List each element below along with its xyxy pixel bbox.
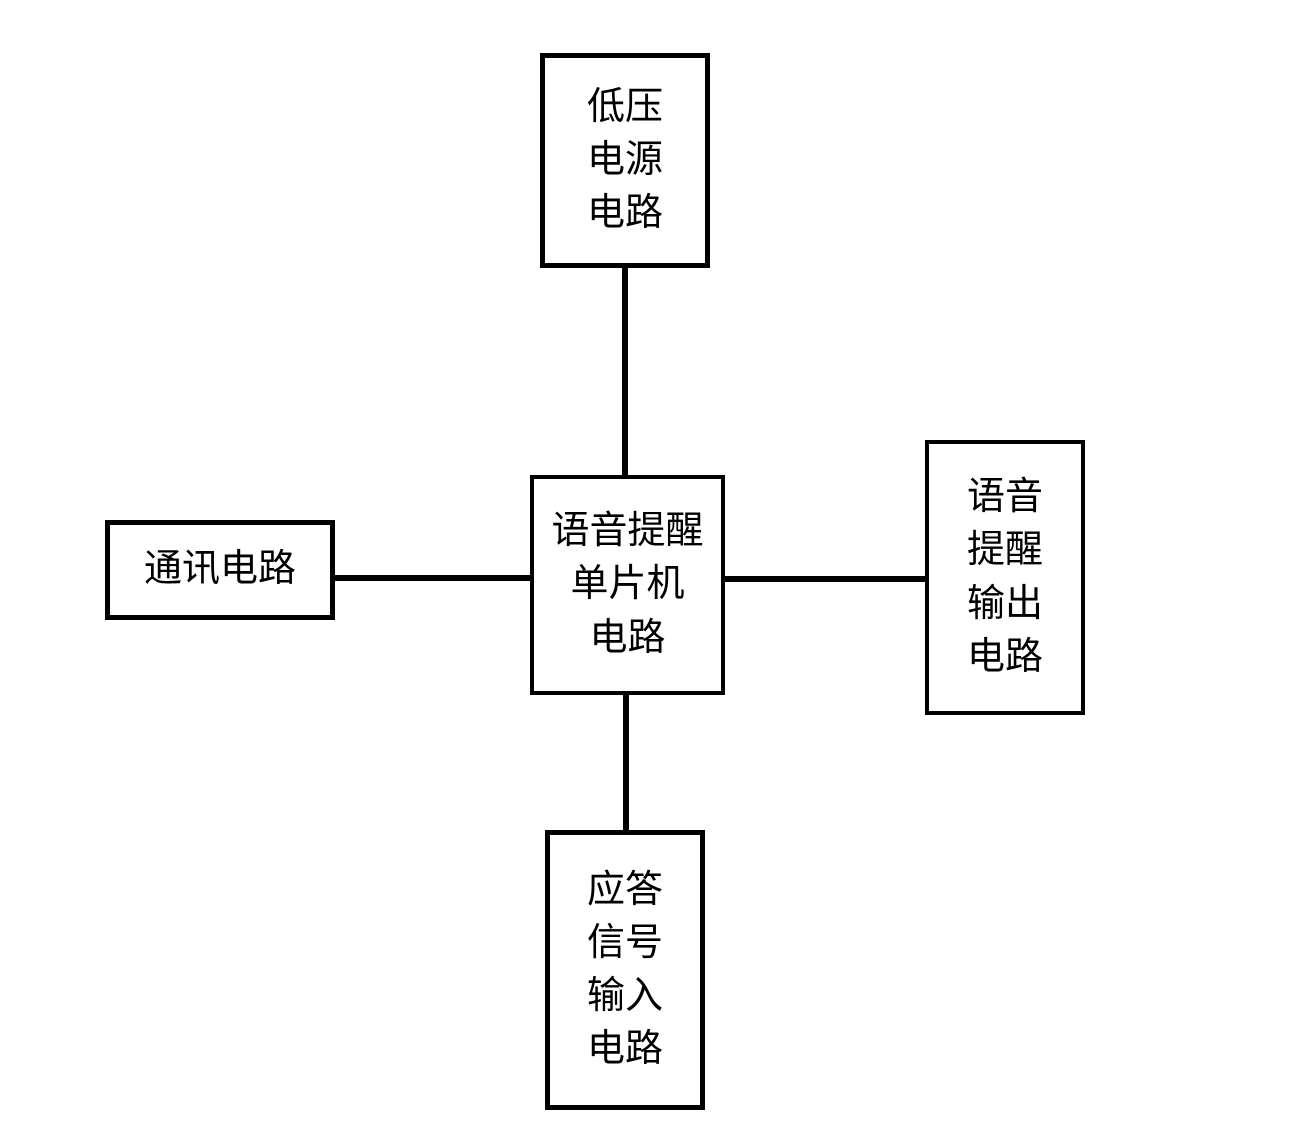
node-center: 语音提醒 单片机 电路: [530, 475, 725, 695]
node-right-line2: 提醒: [967, 524, 1043, 577]
node-right-line3: 输出: [967, 578, 1043, 631]
edge-center-right: [725, 576, 925, 582]
node-center-line1: 语音提醒: [551, 505, 703, 558]
node-left: 通讯电路: [105, 520, 335, 620]
node-top-line1: 低压: [587, 81, 663, 134]
node-top-line3: 电路: [587, 187, 663, 240]
node-center-line2: 单片机: [570, 558, 684, 611]
edge-top-center: [622, 268, 628, 475]
node-bottom-line2: 信号: [587, 917, 663, 970]
node-bottom: 应答 信号 输入 电路: [545, 830, 705, 1110]
node-bottom-line4: 电路: [587, 1023, 663, 1076]
node-center-line3: 电路: [589, 612, 665, 665]
node-right-line1: 语音: [967, 471, 1043, 524]
node-top-line2: 电源: [587, 134, 663, 187]
node-left-line1: 通讯电路: [144, 543, 296, 596]
node-top: 低压 电源 电路: [540, 53, 710, 268]
node-right-line4: 电路: [967, 631, 1043, 684]
edge-left-center: [335, 575, 530, 581]
node-bottom-line3: 输入: [587, 970, 663, 1023]
node-bottom-line1: 应答: [587, 864, 663, 917]
edge-center-bottom: [623, 695, 629, 830]
node-right: 语音 提醒 输出 电路: [925, 440, 1085, 715]
